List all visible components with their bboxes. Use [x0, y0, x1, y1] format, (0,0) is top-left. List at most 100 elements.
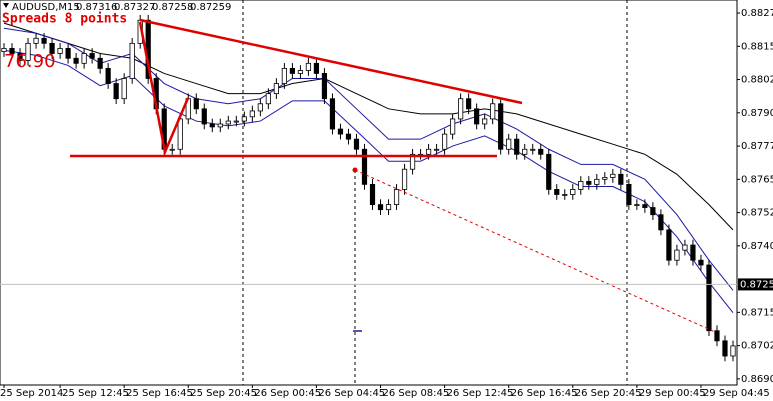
candle-body	[241, 116, 247, 122]
candle-body	[522, 148, 528, 155]
candle-body	[33, 37, 39, 44]
candle-body	[337, 128, 344, 135]
candle-body	[113, 83, 119, 100]
candle-body	[73, 57, 79, 64]
candle-body	[97, 57, 103, 69]
x-tick-label: 26 Sep 20:45	[575, 388, 642, 399]
x-tick-label: 25 Sep 12:45	[62, 388, 129, 399]
marks	[1, 14, 736, 362]
y-tick-label: 0.88025	[741, 75, 773, 86]
candle-body	[297, 70, 304, 74]
y-tick-label: 0.86900	[741, 374, 773, 385]
candle-body	[393, 189, 400, 206]
moving-average	[3, 27, 734, 291]
candle-body	[9, 48, 15, 54]
candle-body	[89, 53, 95, 59]
candle-body	[578, 181, 584, 190]
annotation: Spreads 8 points	[2, 12, 127, 27]
projection-point	[352, 167, 358, 173]
candle-body	[626, 183, 632, 206]
candle-body	[482, 118, 488, 125]
candle-body	[233, 120, 239, 123]
candle-body	[722, 340, 728, 357]
candle-body	[57, 48, 63, 54]
x-tick-label: 26 Sep 04:45	[318, 388, 385, 399]
candle-body	[706, 264, 712, 332]
candle-body	[121, 78, 127, 100]
candle-body	[81, 53, 87, 64]
candle-body	[321, 73, 328, 100]
candle-body	[554, 189, 560, 195]
candle-body	[377, 204, 384, 211]
x-tick-label: 26 Sep 00:45	[254, 388, 321, 399]
candle-body	[442, 133, 448, 150]
candle-body	[594, 178, 600, 185]
candle-body	[506, 138, 512, 150]
candle-body	[177, 118, 183, 150]
candle-body	[474, 108, 480, 125]
candle-body	[169, 148, 175, 151]
candle-body	[690, 244, 696, 261]
candle-body	[401, 168, 408, 190]
plot-frame	[0, 0, 738, 386]
candle-body	[281, 67, 287, 84]
candle-body	[249, 110, 255, 118]
y-tick-label: 0.87025	[741, 341, 773, 352]
candle-body	[361, 148, 368, 185]
x-tick-label: 25 Sep 16:45	[126, 388, 193, 399]
candle-body	[201, 108, 207, 125]
candle-body	[682, 244, 688, 251]
candle-body	[562, 194, 568, 196]
candle-body	[514, 138, 520, 155]
candle-body	[17, 53, 23, 61]
candle-body	[313, 62, 320, 74]
candle-body	[714, 330, 720, 342]
candle-body	[618, 173, 624, 185]
candle-body	[450, 118, 456, 135]
menu-icon	[3, 3, 9, 8]
candle-body	[193, 98, 199, 110]
x-tick-label: 25 Sep 2014	[0, 388, 63, 399]
candle-body	[385, 204, 392, 211]
x-tick-label: 25 Sep 20:45	[190, 388, 257, 399]
candle-body	[658, 214, 664, 231]
candle-body	[65, 48, 71, 59]
candle-body	[329, 98, 336, 130]
candle-body	[345, 133, 352, 140]
candle-body	[602, 177, 608, 180]
candle-body	[433, 148, 440, 151]
moving-average	[3, 22, 734, 231]
candle-body	[666, 229, 672, 261]
candle-body	[634, 204, 640, 207]
candle-body	[49, 42, 55, 54]
header-value: 0.87327	[114, 2, 155, 13]
candle-body	[225, 120, 231, 125]
pattern-line	[138, 21, 190, 157]
last-price-label: 0.87255	[740, 279, 773, 290]
candle-body	[642, 204, 648, 208]
header-value: 0.87258	[152, 2, 193, 13]
x-tick-label: 29 Sep 04:45	[703, 388, 770, 399]
candle-body	[458, 98, 464, 120]
candle-body	[650, 207, 656, 216]
candle-body	[546, 153, 552, 190]
trend-line	[139, 18, 523, 105]
candle-body	[289, 67, 295, 74]
candle-body	[305, 62, 312, 71]
candle-body	[610, 173, 616, 178]
candle-body	[570, 189, 576, 195]
last-price-box	[738, 278, 773, 291]
candle-body	[257, 103, 263, 112]
header-value: 0.87316	[76, 2, 117, 13]
moving-average	[3, 49, 734, 313]
y-tick-label: 0.87525	[741, 208, 773, 219]
x-tick-label: 26 Sep 12:45	[447, 388, 514, 399]
x-tick-label: 26 Sep 08:45	[383, 388, 450, 399]
candle-body	[217, 123, 223, 128]
